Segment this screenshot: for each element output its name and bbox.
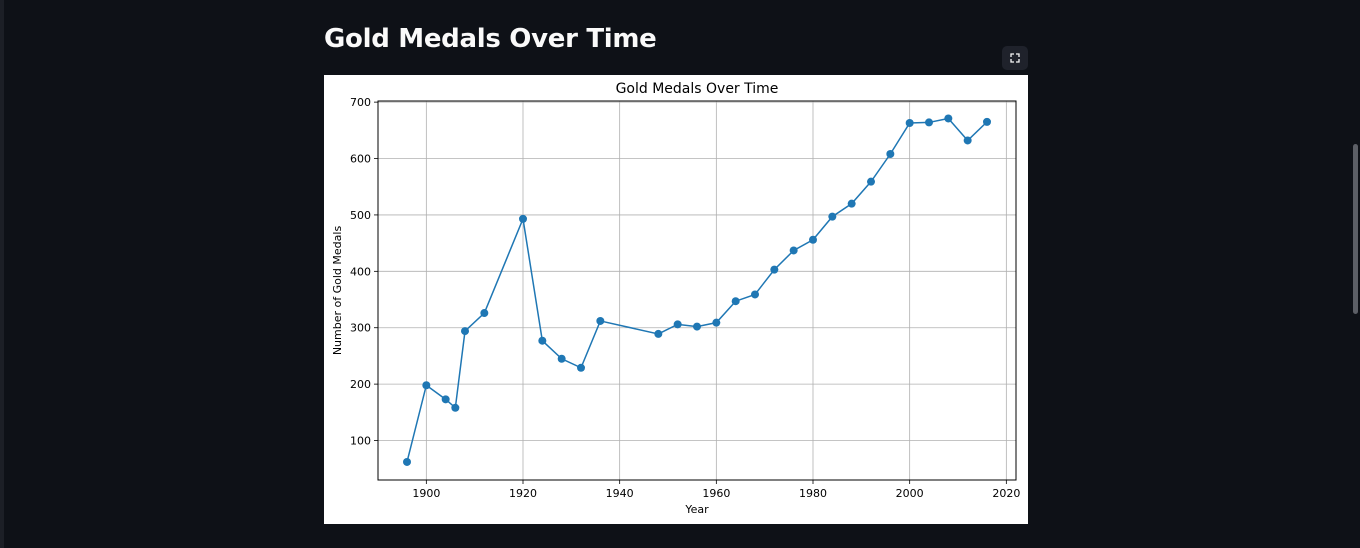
data-point bbox=[451, 403, 460, 412]
data-point bbox=[441, 395, 450, 404]
series-line bbox=[406, 117, 988, 463]
grid-lines bbox=[378, 101, 1016, 480]
fullscreen-button[interactable] bbox=[1002, 46, 1028, 70]
chart-container: 1900 1920 1940 1960 1980 2000 2020 100 200 300 40… bbox=[324, 75, 1028, 524]
plot-frame bbox=[377, 100, 1017, 481]
data-point bbox=[886, 150, 895, 159]
x-tick-label: 2000 bbox=[896, 487, 924, 500]
data-point bbox=[770, 265, 779, 274]
data-point bbox=[789, 246, 798, 255]
data-point bbox=[731, 297, 740, 306]
data-point bbox=[925, 118, 933, 127]
y-axis: 100 200 300 400 500 600 700 bbox=[350, 96, 378, 448]
data-point bbox=[673, 320, 682, 329]
data-point bbox=[963, 136, 972, 145]
x-tick-label: 1980 bbox=[799, 487, 827, 500]
y-tick-label: 200 bbox=[350, 378, 371, 391]
data-point bbox=[693, 322, 701, 331]
data-point bbox=[712, 318, 721, 327]
data-point bbox=[557, 354, 566, 363]
data-point bbox=[519, 214, 527, 223]
y-tick-label: 400 bbox=[350, 265, 371, 278]
data-point bbox=[809, 235, 817, 244]
y-axis-label: Number of Gold Medals bbox=[331, 226, 344, 356]
data-point bbox=[480, 309, 489, 318]
data-point bbox=[577, 363, 585, 372]
vertical-scrollbar[interactable] bbox=[1350, 0, 1360, 548]
data-point bbox=[538, 336, 547, 345]
data-point bbox=[654, 329, 663, 338]
x-tick-label: 2020 bbox=[992, 487, 1020, 500]
x-tick-label: 1960 bbox=[702, 487, 730, 500]
line-chart: 1900 1920 1940 1960 1980 2000 2020 100 200 300 40… bbox=[331, 81, 1020, 516]
data-point bbox=[944, 114, 953, 123]
y-tick-label: 500 bbox=[350, 209, 371, 222]
series-gold-medals bbox=[403, 114, 991, 466]
x-tick-label: 1920 bbox=[509, 487, 537, 500]
data-point bbox=[847, 199, 856, 208]
window-left-edge bbox=[0, 0, 4, 548]
x-tick-label: 1940 bbox=[606, 487, 634, 500]
data-point bbox=[461, 327, 469, 336]
y-tick-label: 700 bbox=[350, 96, 371, 109]
data-point bbox=[983, 117, 991, 126]
data-point bbox=[596, 316, 605, 325]
data-point bbox=[867, 177, 875, 186]
expand-icon bbox=[1010, 53, 1020, 63]
data-point bbox=[422, 381, 431, 390]
data-point bbox=[828, 212, 837, 221]
x-tick-label: 1900 bbox=[412, 487, 440, 500]
x-axis: 1900 1920 1940 1960 1980 2000 2020 bbox=[412, 480, 1020, 500]
y-tick-label: 600 bbox=[350, 153, 371, 166]
y-tick-label: 300 bbox=[350, 322, 371, 335]
y-tick-label: 100 bbox=[350, 435, 371, 448]
page-title: Gold Medals Over Time bbox=[324, 24, 657, 54]
chart-title: Gold Medals Over Time bbox=[616, 81, 779, 97]
scrollbar-thumb[interactable] bbox=[1353, 144, 1358, 314]
data-point bbox=[403, 457, 411, 466]
x-axis-label: Year bbox=[684, 503, 709, 516]
data-point bbox=[905, 118, 914, 127]
data-point bbox=[751, 290, 759, 299]
